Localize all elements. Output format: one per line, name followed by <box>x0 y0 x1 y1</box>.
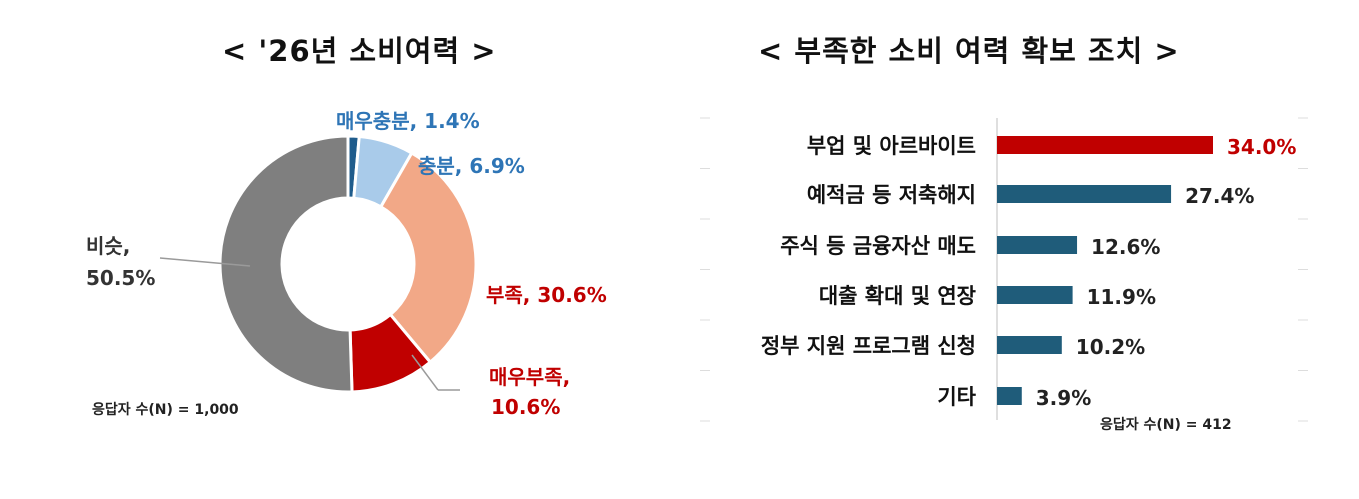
bar-category-4: 정부 지원 프로그램 신청 <box>761 334 976 358</box>
bar-chart-title: < 부족한 소비 여력 확보 조치 > <box>758 34 1180 68</box>
bar-4 <box>997 336 1062 354</box>
label-maeubujok: 매우부족, <box>489 365 570 389</box>
bar-category-1: 예적금 등 저축해지 <box>807 183 976 207</box>
bar-value-2: 12.6% <box>1091 235 1160 259</box>
value-bisut: 50.5% <box>86 266 155 290</box>
donut-slice-2 <box>378 150 478 365</box>
bar-5 <box>997 387 1022 405</box>
label-chungbun: 충분, 6.9% <box>418 154 525 178</box>
bar-3 <box>997 286 1073 304</box>
bar-category-3: 대출 확대 및 연장 <box>819 284 976 308</box>
bar-0 <box>997 136 1213 154</box>
bar-1 <box>997 185 1172 203</box>
leader-line-maeubujok-a <box>411 354 439 391</box>
bar-category-0: 부업 및 아르바이트 <box>807 134 976 158</box>
bar-2 <box>997 236 1078 254</box>
value-maeubujok: 10.6% <box>491 395 560 419</box>
label-bisut: 비슷, <box>86 234 130 258</box>
bar-value-5: 3.9% <box>1036 386 1091 410</box>
label-maeuchungbun: 매우충분, 1.4% <box>336 109 480 133</box>
bar-value-4: 10.2% <box>1076 335 1145 359</box>
donut-chart-title: < '26년 소비여력 > <box>222 34 497 68</box>
leader-line-bisut <box>159 257 251 267</box>
donut-slice-4 <box>218 134 354 394</box>
bar-category-2: 주식 등 금융자산 매도 <box>780 234 976 258</box>
bar-value-3: 11.9% <box>1087 285 1156 309</box>
bar-value-1: 27.4% <box>1185 184 1254 208</box>
label-bujok: 부족, 30.6% <box>486 283 607 307</box>
bar-sample-note: 응답자 수(N) = 412 <box>1100 416 1232 433</box>
donut-sample-note: 응답자 수(N) = 1,000 <box>92 401 239 418</box>
bar-category-5: 기타 <box>937 385 976 409</box>
bar-value-0: 34.0% <box>1227 135 1296 159</box>
